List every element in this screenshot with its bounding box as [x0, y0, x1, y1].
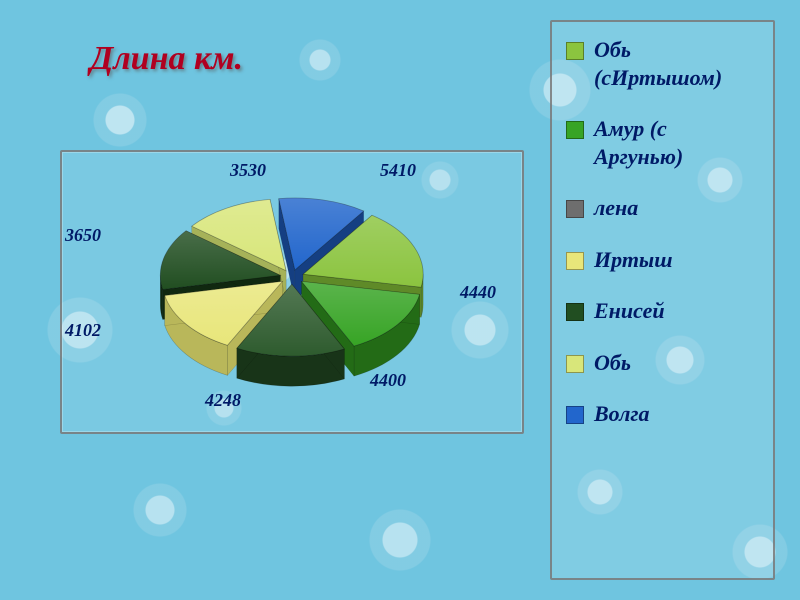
legend-label: Иртыш — [594, 246, 673, 274]
slice-label-6: 3530 — [230, 160, 266, 181]
legend-swatch — [566, 355, 584, 373]
slice-label-5: 3650 — [65, 225, 101, 246]
legend-item: Амур (с Аргунью) — [566, 115, 761, 170]
legend-label: Волга — [594, 400, 650, 428]
legend-item: Иртыш — [566, 246, 761, 274]
legend-label: Амур (с Аргунью) — [594, 115, 761, 170]
legend-item: Обь — [566, 349, 761, 377]
legend-label: Обь (сИртышом) — [594, 36, 761, 91]
legend-item: Обь (сИртышом) — [566, 36, 761, 91]
slice-label-4: 4102 — [65, 320, 101, 341]
legend-swatch — [566, 42, 584, 60]
legend-swatch — [566, 252, 584, 270]
page-title: Длина км. — [90, 40, 243, 78]
legend-label: Енисей — [594, 297, 665, 325]
legend-item: Волга — [566, 400, 761, 428]
slice-label-2: 4400 — [370, 370, 406, 391]
legend-swatch — [566, 303, 584, 321]
legend-swatch — [566, 406, 584, 424]
legend-swatch — [566, 200, 584, 218]
legend-box: Обь (сИртышом) Амур (с Аргунью) лена Иртыш Е… — [550, 20, 775, 580]
legend-label: лена — [594, 194, 638, 222]
slice-label-3: 4248 — [205, 390, 241, 411]
legend-label: Обь — [594, 349, 631, 377]
slice-label-1: 4440 — [460, 282, 496, 303]
pie-chart-box — [60, 150, 524, 434]
legend-swatch — [566, 121, 584, 139]
legend-item: Енисей — [566, 297, 761, 325]
slice-label-0: 5410 — [380, 160, 416, 181]
legend-item: лена — [566, 194, 761, 222]
